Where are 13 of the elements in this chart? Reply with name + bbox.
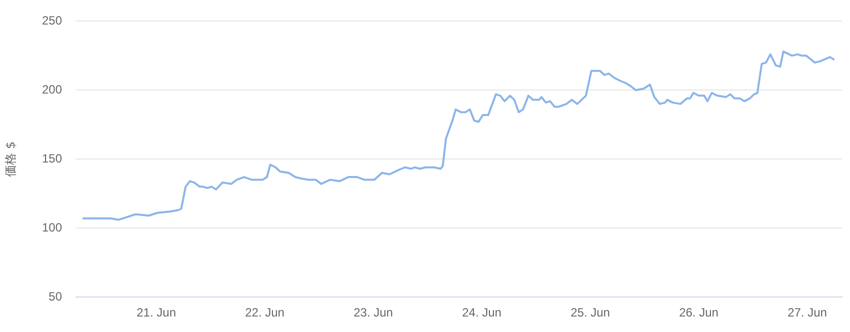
x-tick-label: 24. Jun	[462, 306, 502, 320]
y-tick-label: 50	[48, 289, 62, 304]
x-tick-label: 22. Jun	[245, 306, 284, 320]
x-tick-label: 21. Jun	[136, 306, 176, 320]
y-tick-label: 250	[42, 14, 62, 28]
y-tick-label: 150	[42, 151, 62, 166]
x-tick-label: 25. Jun	[570, 306, 610, 320]
x-tick-label: 26. Jun	[679, 306, 718, 320]
y-axis-title: 価格 $	[3, 141, 18, 177]
x-tick-label: 23. Jun	[354, 306, 393, 320]
y-tick-label: 200	[42, 82, 62, 96]
y-tick-label: 100	[42, 220, 62, 234]
x-tick-label: 27. Jun	[788, 306, 827, 320]
